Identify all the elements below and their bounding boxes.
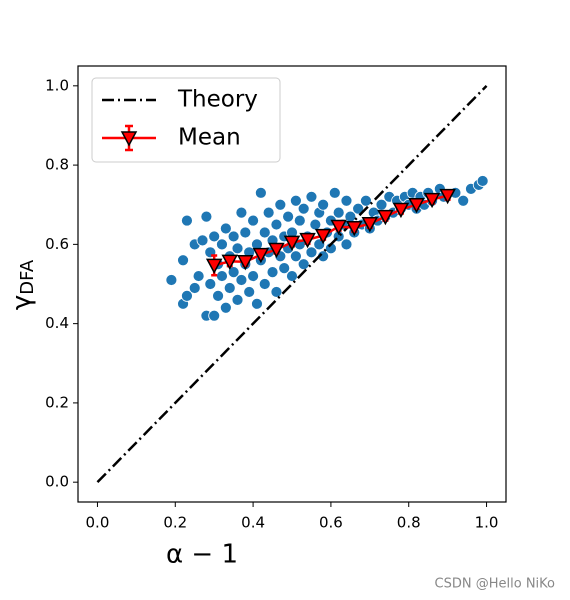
x-tick-label: 0.4 xyxy=(241,514,265,532)
scatter-point xyxy=(352,202,365,215)
x-tick-label: 0.2 xyxy=(163,514,187,532)
scatter-point xyxy=(235,274,248,286)
x-tick-label: 0.6 xyxy=(319,514,343,532)
scatter-point xyxy=(476,175,489,187)
y-label-sub: DFA xyxy=(17,259,38,295)
scatter-point xyxy=(258,226,271,239)
scatter-point xyxy=(289,250,302,263)
scatter-point xyxy=(204,278,217,290)
x-tick-label: 0.0 xyxy=(86,514,110,532)
mean-marker xyxy=(268,242,285,259)
mean-marker xyxy=(345,220,363,237)
y-tick-label: 1.0 xyxy=(45,76,69,94)
scatter-point xyxy=(208,230,221,243)
scatter-point xyxy=(309,218,322,231)
mean-marker xyxy=(392,202,410,219)
scatter-point xyxy=(227,266,240,279)
scatter-point xyxy=(328,186,341,199)
scatter-point xyxy=(340,194,353,207)
scatter-point xyxy=(247,270,259,282)
scatter-point xyxy=(223,282,236,294)
mean-marker xyxy=(221,254,239,270)
scatter-point xyxy=(293,214,306,227)
scatter-point xyxy=(181,289,193,302)
scatter-point xyxy=(200,210,213,223)
mean-marker xyxy=(361,217,379,233)
mean-marker xyxy=(299,232,316,249)
legend-label: Mean xyxy=(178,125,241,151)
scatter-point xyxy=(270,218,283,231)
scatter-point xyxy=(340,238,353,251)
scatter-point xyxy=(235,206,248,219)
scatter-point xyxy=(231,242,244,255)
scatter-point xyxy=(208,309,221,322)
scatter-point xyxy=(332,206,345,219)
scatter-point xyxy=(258,278,271,290)
y-tick-label: 0.6 xyxy=(45,235,69,253)
mean-marker xyxy=(205,258,223,274)
scatter-point xyxy=(266,266,279,279)
scatter-point xyxy=(243,286,256,298)
y-label-symbol: γ xyxy=(7,295,37,310)
scatter-point xyxy=(227,230,240,243)
scatter-point xyxy=(188,282,201,294)
scatter-point xyxy=(286,270,298,282)
watermark: CSDN @Hello NiKo xyxy=(435,577,555,592)
theory-line xyxy=(96,84,488,484)
y-tick-label: 0.4 xyxy=(45,314,69,332)
y-tick-label: 0.2 xyxy=(45,393,69,411)
scatter-point xyxy=(305,246,318,259)
x-axis-label: α − 1 xyxy=(166,540,238,570)
legend-marker xyxy=(120,131,138,147)
scatter-point xyxy=(254,186,267,199)
y-axis-label-main: γDFA xyxy=(7,259,39,310)
scatter-point xyxy=(216,238,228,251)
scatter-point xyxy=(278,262,291,275)
scatter-point xyxy=(297,258,310,271)
scatter-point xyxy=(165,274,178,286)
mean-line xyxy=(213,194,448,267)
axes-frame xyxy=(77,65,507,503)
scatter-point xyxy=(251,297,263,310)
legend-label: Theory xyxy=(177,87,258,113)
mean-marker xyxy=(314,228,332,245)
x-tick-label: 0.8 xyxy=(397,514,421,532)
y-tick-label: 0.8 xyxy=(45,156,69,174)
scatter-point xyxy=(297,202,310,215)
mean-marker xyxy=(423,192,441,209)
scatter-point xyxy=(360,194,372,207)
scatter-point xyxy=(216,270,228,282)
scatter-point xyxy=(317,198,330,211)
scatter-point xyxy=(457,194,470,207)
mean-marker xyxy=(377,209,394,226)
scatter-point xyxy=(247,214,259,227)
mean-marker xyxy=(252,247,270,264)
y-axis-label: γDFA xyxy=(7,259,39,310)
scatter-point xyxy=(289,194,302,207)
scatter-point xyxy=(196,234,209,247)
scatter-point xyxy=(274,198,287,211)
y-tick-label: 0.0 xyxy=(45,473,69,491)
scatter-point xyxy=(219,222,232,235)
scatter-point xyxy=(262,206,275,219)
scatter-point xyxy=(239,226,252,239)
scatter-point xyxy=(192,270,205,282)
scatter-point xyxy=(181,214,193,227)
mean-marker xyxy=(237,255,254,271)
legend-box xyxy=(91,77,281,163)
scatter-point xyxy=(282,210,295,223)
x-tick-label: 1.0 xyxy=(475,514,499,532)
scatter-point xyxy=(219,301,232,314)
scatter-point xyxy=(305,190,318,203)
mean-marker xyxy=(283,235,301,251)
mean-marker xyxy=(330,219,347,236)
scatter-point xyxy=(177,254,189,267)
scatter-point xyxy=(270,286,283,298)
mean-marker xyxy=(439,188,456,205)
scatter-point xyxy=(212,289,224,302)
scatter-point xyxy=(231,293,244,306)
mean-marker xyxy=(408,197,425,214)
